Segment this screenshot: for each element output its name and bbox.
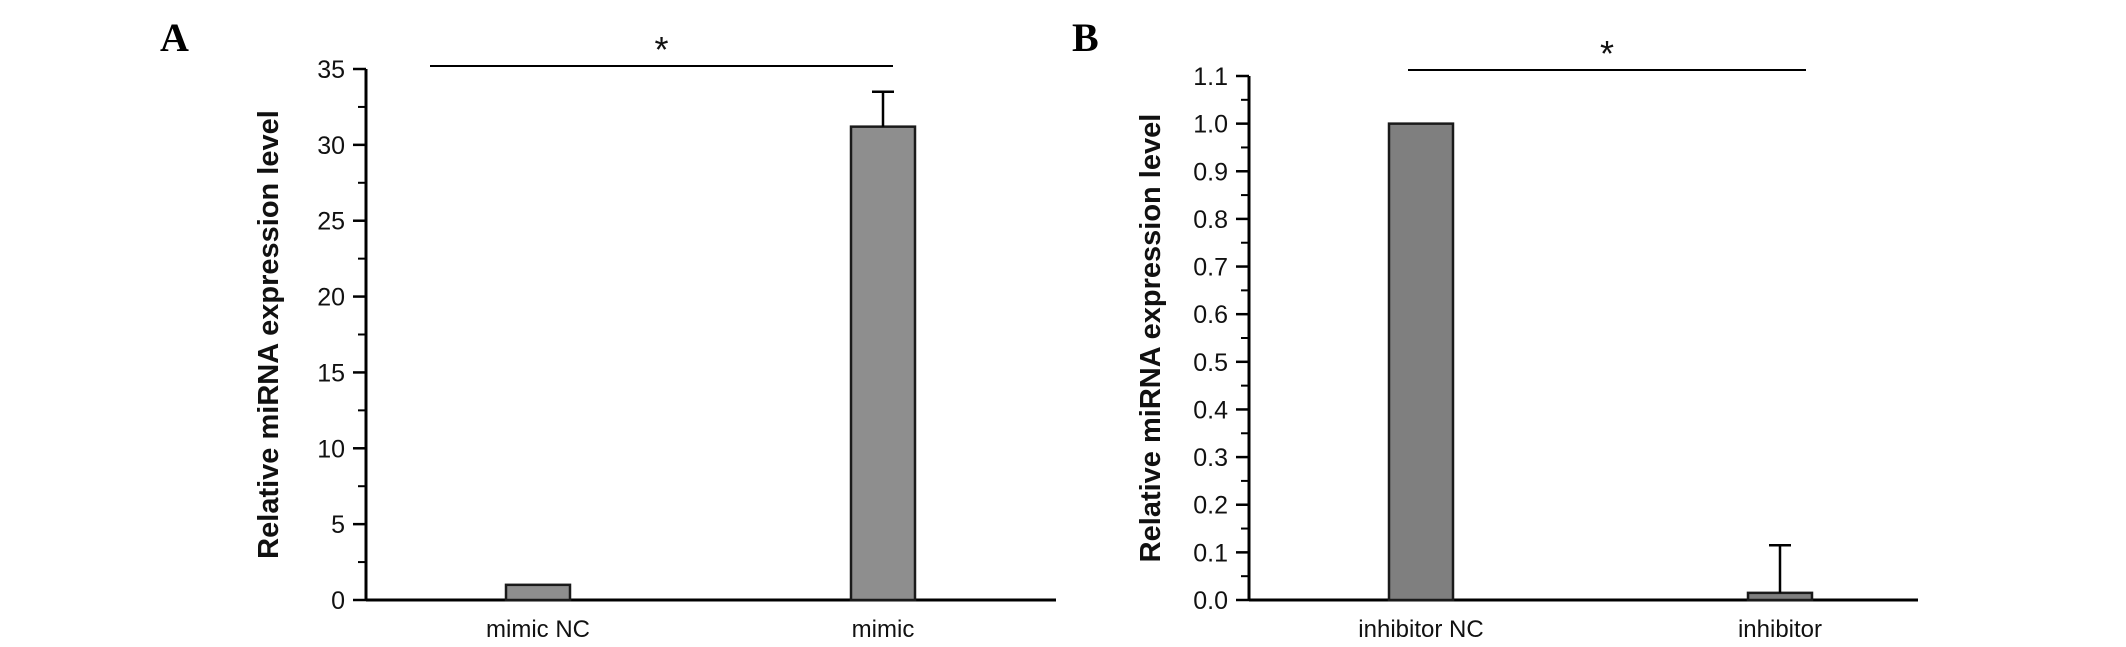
y-tick-label: 0.2 bbox=[1193, 492, 1228, 520]
y-tick-label: 0.7 bbox=[1193, 254, 1228, 282]
bar-mimic-nc bbox=[504, 583, 572, 602]
y-tick-label: 0.0 bbox=[1193, 587, 1228, 615]
x-category-label: mimic NC bbox=[486, 616, 590, 643]
x-category-label: mimic bbox=[852, 616, 915, 643]
y-tick-label: 0.3 bbox=[1193, 444, 1228, 472]
y-tick-label: 5 bbox=[331, 511, 345, 539]
x-category-label: inhibitor bbox=[1738, 616, 1822, 643]
y-tick-label: 0.4 bbox=[1193, 396, 1228, 424]
bar-mimic bbox=[849, 125, 917, 602]
y-tick-label: 0.6 bbox=[1193, 301, 1228, 329]
y-tick-label: 25 bbox=[317, 208, 345, 236]
y-tick-label: 10 bbox=[317, 435, 345, 463]
y-tick-label: 1.1 bbox=[1193, 63, 1228, 91]
chart-b: 0.0 0.1 0.2 0.3 0.4 0.5 0.6 0.7 0.8 0.9 1.0 1.1 Rela… bbox=[1135, 33, 1918, 643]
y-axis-label: Relative miRNA expression level bbox=[1135, 114, 1167, 563]
y-axis-label: Relative miRNA expression level bbox=[253, 110, 285, 559]
bar-inhibitor bbox=[1746, 591, 1814, 602]
y-tick-label: 0.8 bbox=[1193, 206, 1228, 234]
y-tick-label: 0.1 bbox=[1193, 539, 1228, 567]
chart-a: 0 5 10 15 20 25 30 35 Relative miRNA expression … bbox=[253, 29, 1056, 643]
y-tick-label: 20 bbox=[317, 284, 345, 312]
y-tick-label: 35 bbox=[317, 56, 345, 84]
x-category-label: inhibitor NC bbox=[1358, 616, 1483, 643]
bar-inhibitor-nc bbox=[1387, 122, 1455, 602]
y-tick-label: 0.9 bbox=[1193, 158, 1228, 186]
y-tick-label: 1.0 bbox=[1193, 111, 1228, 139]
significance-star: * bbox=[1600, 33, 1614, 74]
y-tick-label: 0 bbox=[331, 587, 345, 615]
y-tick-label: 30 bbox=[317, 132, 345, 160]
panel-label-a: A bbox=[160, 15, 189, 60]
significance-star: * bbox=[654, 29, 668, 70]
y-tick-label: 0.5 bbox=[1193, 349, 1228, 377]
y-tick-label: 15 bbox=[317, 359, 345, 387]
panel-label-b: B bbox=[1072, 15, 1099, 60]
